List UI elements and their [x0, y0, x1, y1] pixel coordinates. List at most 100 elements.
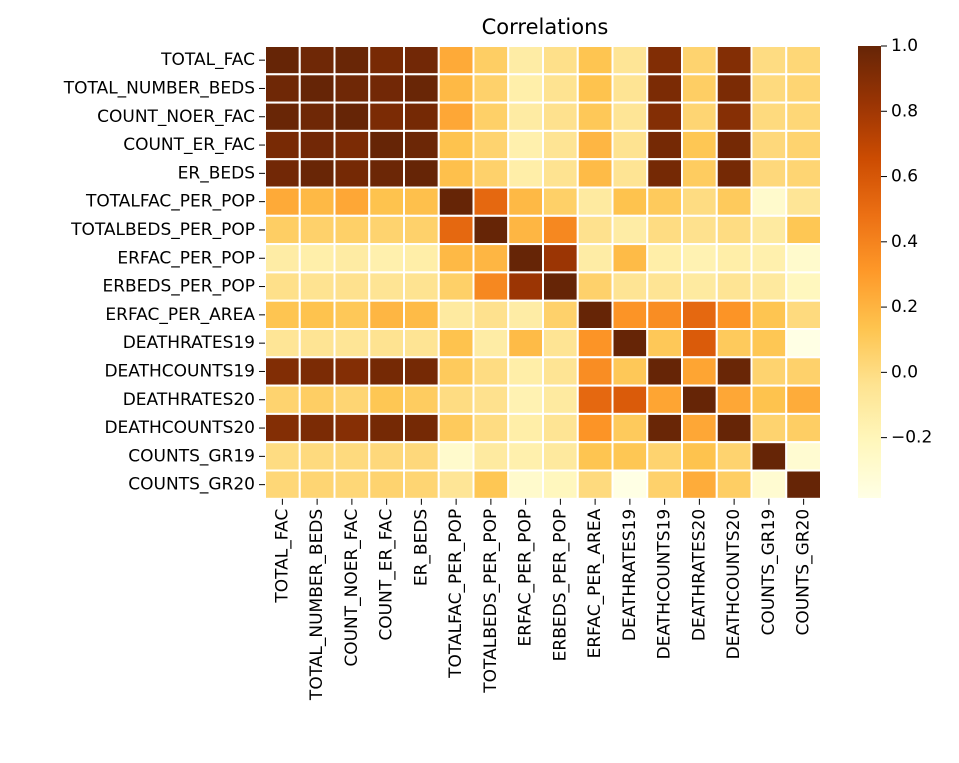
heatmap-cell-9-14 — [750, 299, 788, 331]
heatmap-cell-13-2 — [333, 412, 371, 444]
heatmap-cell-3-12 — [681, 129, 718, 161]
y-tick-label: COUNT_NOER_FAC — [97, 107, 255, 127]
heatmap-cell-8-2 — [333, 271, 371, 302]
heatmap-cell-0-13 — [715, 45, 753, 76]
heatmap-cell-15-7 — [507, 469, 544, 500]
heatmap-cell-2-9 — [576, 101, 614, 132]
heatmap-cell-9-9 — [576, 299, 614, 331]
heatmap-cell-12-10 — [611, 384, 649, 415]
x-tick-label: COUNT_NOER_FAC — [342, 509, 362, 667]
heatmap-cell-5-2 — [333, 186, 371, 217]
heatmap-cell-7-9 — [576, 243, 614, 274]
heatmap-cell-4-3 — [368, 158, 405, 189]
heatmap-cell-2-12 — [681, 101, 718, 132]
heatmap-cell-14-14 — [750, 441, 788, 472]
heatmap-cell-12-1 — [298, 384, 336, 415]
heatmap-cell-10-2 — [333, 328, 371, 359]
heatmap-cell-10-15 — [785, 328, 822, 359]
heatmap-cell-14-1 — [298, 441, 336, 472]
heatmap-cell-13-1 — [298, 412, 336, 444]
heatmap-cell-9-6 — [472, 299, 510, 331]
heatmap-cell-12-7 — [507, 384, 544, 415]
heatmap-cell-14-2 — [333, 441, 371, 472]
heatmap-cell-14-13 — [715, 441, 753, 472]
heatmap-cell-5-10 — [611, 186, 649, 217]
heatmap-cell-1-1 — [298, 73, 336, 104]
heatmap-cell-11-8 — [542, 356, 579, 387]
heatmap-cell-15-5 — [437, 469, 475, 500]
heatmap-cell-3-8 — [542, 129, 579, 161]
heatmap-cell-13-13 — [715, 412, 753, 444]
heatmap-cell-5-15 — [785, 186, 822, 217]
heatmap-cell-1-14 — [750, 73, 788, 104]
heatmap-cell-14-12 — [681, 441, 718, 472]
heatmap-cell-9-0 — [264, 299, 301, 331]
heatmap-cell-7-14 — [750, 243, 788, 274]
heatmap-cell-14-4 — [403, 441, 440, 472]
heatmap-cell-8-6 — [472, 271, 510, 302]
heatmap-cell-4-12 — [681, 158, 718, 189]
heatmap-cell-0-3 — [368, 45, 405, 76]
heatmap-cell-7-6 — [472, 243, 510, 274]
y-tick-label: ERBEDS_PER_POP — [102, 277, 255, 297]
heatmap-cell-8-0 — [264, 271, 301, 302]
y-tick-label: COUNT_ER_FAC — [123, 135, 255, 155]
heatmap-cell-3-3 — [368, 129, 405, 161]
heatmap-cell-14-3 — [368, 441, 405, 472]
heatmap-cell-15-15 — [785, 469, 822, 500]
heatmap-cell-10-3 — [368, 328, 405, 359]
heatmap-cell-4-13 — [715, 158, 753, 189]
heatmap-cell-11-14 — [750, 356, 788, 387]
heatmap-cell-0-2 — [333, 45, 371, 76]
y-tick-label: ER_BEDS — [178, 163, 255, 183]
x-axis-tick-labels: TOTAL_FAC TOTAL_NUMBER_BEDS COUNT_NOER_FAC… — [272, 498, 814, 701]
y-tick-label: COUNTS_GR19 — [128, 446, 255, 466]
heatmap-cell-0-0 — [264, 45, 301, 76]
heatmap-cell-2-3 — [368, 101, 405, 132]
heatmap-cell-3-11 — [646, 129, 683, 161]
heatmap-cell-1-0 — [264, 73, 301, 104]
heatmap-cell-2-11 — [646, 101, 683, 132]
heatmap-cell-2-4 — [403, 101, 440, 132]
x-tick-label: COUNTS_GR20 — [794, 509, 814, 636]
heatmap-cell-10-4 — [403, 328, 440, 359]
y-tick-label: COUNTS_GR20 — [128, 475, 255, 495]
heatmap-cell-12-12 — [681, 384, 718, 415]
heatmap-cell-10-11 — [646, 328, 683, 359]
heatmap-cell-8-4 — [403, 271, 440, 302]
heatmap-cell-2-6 — [472, 101, 510, 132]
heatmap-cell-3-14 — [750, 129, 788, 161]
heatmap-cell-6-4 — [403, 214, 440, 246]
heatmap-cell-7-11 — [646, 243, 683, 274]
heatmap-cell-10-8 — [542, 328, 579, 359]
x-tick-label: DEATHCOUNTS19 — [655, 509, 675, 660]
heatmap-cell-1-5 — [437, 73, 475, 104]
heatmap-cell-10-0 — [264, 328, 301, 359]
heatmap-cell-15-3 — [368, 469, 405, 500]
heatmap-cell-10-5 — [437, 328, 475, 359]
heatmap-cell-4-4 — [403, 158, 440, 189]
heatmap-cell-4-14 — [750, 158, 788, 189]
heatmap-cell-6-0 — [264, 214, 301, 246]
heatmap-cell-13-11 — [646, 412, 683, 444]
heatmap-cell-9-7 — [507, 299, 544, 331]
heatmap-cell-0-6 — [472, 45, 510, 76]
heatmap-cell-3-15 — [785, 129, 822, 161]
heatmap-cell-11-2 — [333, 356, 371, 387]
heatmap-cell-8-12 — [681, 271, 718, 302]
heatmap-cell-0-15 — [785, 45, 822, 76]
heatmap-cell-2-14 — [750, 101, 788, 132]
colorbar-tick-label: −0.2 — [891, 428, 932, 448]
heatmap-cell-5-1 — [298, 186, 336, 217]
heatmap-cell-8-10 — [611, 271, 649, 302]
heatmap-cell-4-8 — [542, 158, 579, 189]
heatmap-cell-11-10 — [611, 356, 649, 387]
heatmap-cell-1-11 — [646, 73, 683, 104]
heatmap-cell-15-12 — [681, 469, 718, 500]
heatmap-cell-4-15 — [785, 158, 822, 189]
x-tick-label: TOTALFAC_PER_POP — [446, 509, 466, 679]
heatmap-cell-8-3 — [368, 271, 405, 302]
heatmap-cell-13-8 — [542, 412, 579, 444]
heatmap-cell-5-14 — [750, 186, 788, 217]
x-tick-label: DEATHRATES20 — [689, 509, 709, 641]
